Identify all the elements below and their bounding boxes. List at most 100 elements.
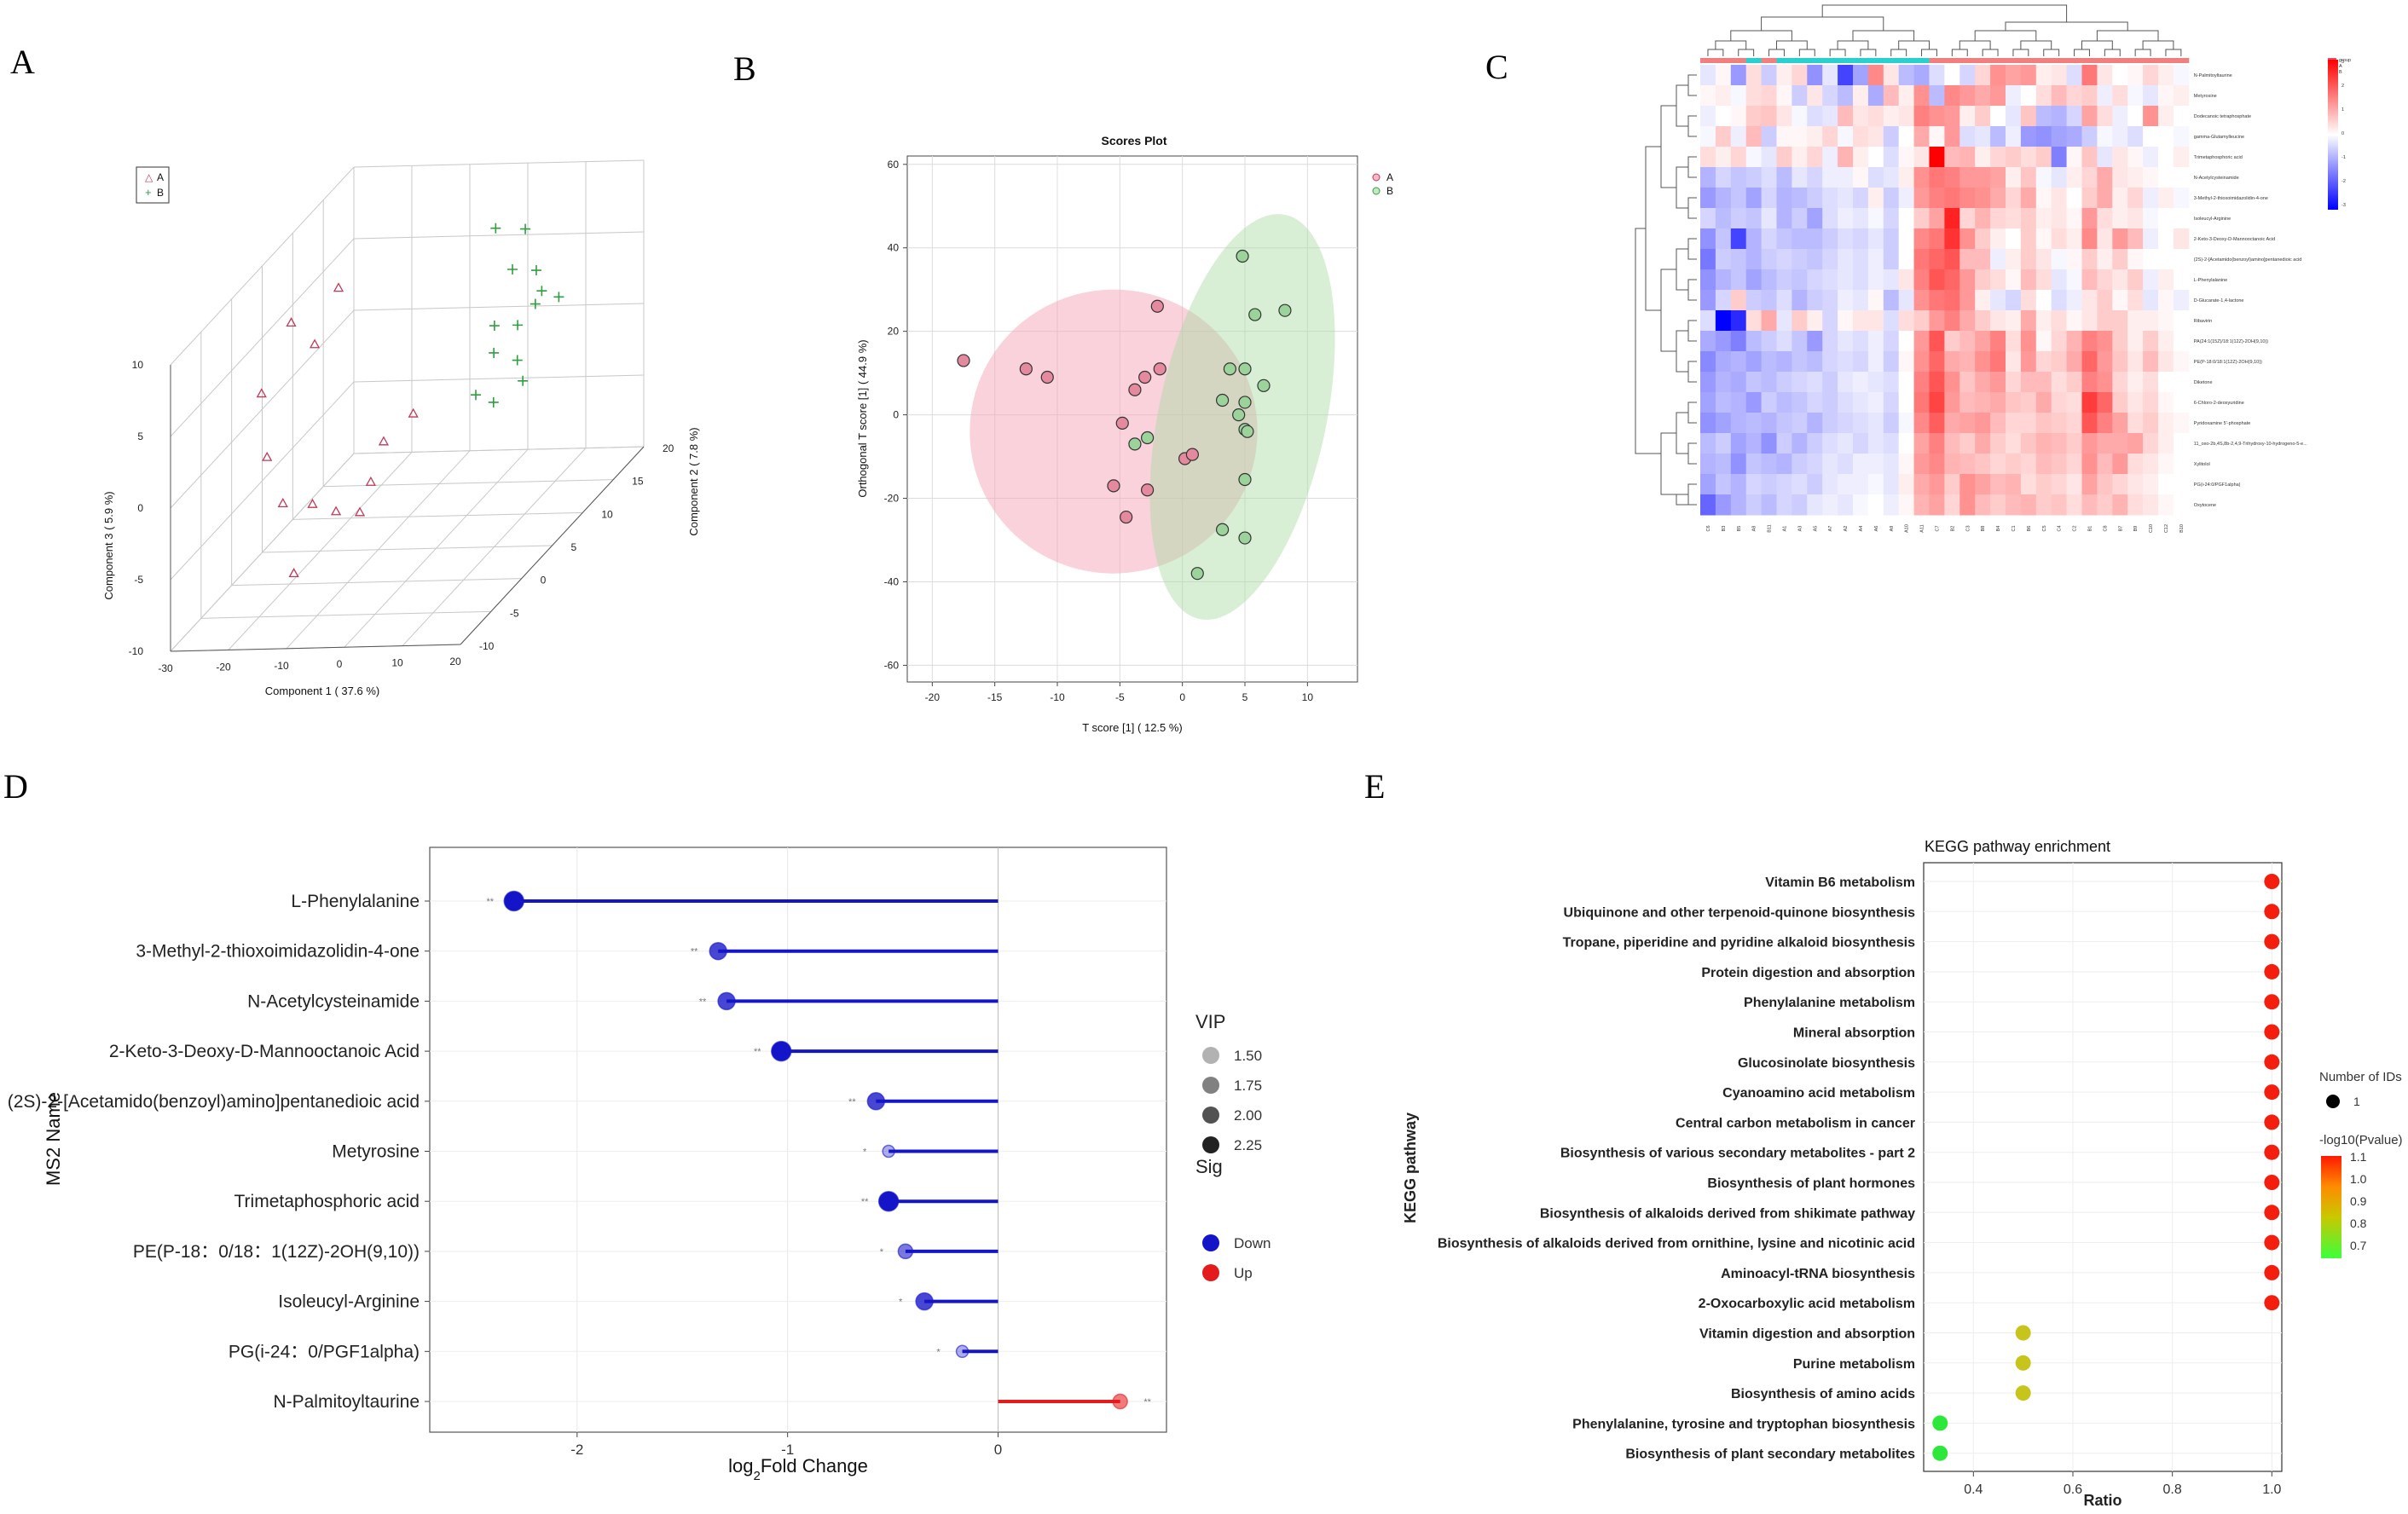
c-heatmap-cell	[1792, 351, 1808, 373]
a-x-tick-label: -20	[216, 661, 231, 673]
c-heatmap-cell	[1883, 167, 1900, 188]
a-ylabel: Component 2 ( 7.8 %)	[687, 427, 700, 535]
c-heatmap-cell	[1715, 106, 1732, 127]
c-heatmap-cell	[1822, 310, 1838, 332]
c-heatmap-cell	[2143, 351, 2159, 373]
c-heatmap-cell	[1776, 290, 1792, 311]
c-heatmap-cell	[1867, 269, 1884, 291]
c-heatmap-cell	[1975, 126, 1991, 147]
d-legend-sig-value: Down	[1234, 1235, 1271, 1251]
c-heatmap-cell	[1990, 392, 2006, 413]
c-heatmap-cell	[2158, 269, 2174, 291]
c-heatmap-cell	[1898, 290, 1915, 311]
c-row-label: Trimetaphosphoric acid	[2194, 155, 2243, 160]
d-category-label: PE(P-18：0/18：1(12Z)-2OH(9,10))	[133, 1242, 420, 1262]
d-dot	[709, 941, 727, 961]
c-heatmap-cell	[2143, 433, 2159, 454]
c-heatmap-cell	[1700, 351, 1716, 373]
a-x-tick-label: -30	[158, 662, 173, 674]
c-heatmap-cell	[1944, 249, 1960, 270]
e-pathway-label: Tropane, piperidine and pyridine alkaloi…	[1563, 936, 1916, 951]
c-heatmap-cell	[1745, 126, 1763, 147]
c-col-label: C7	[1935, 525, 1940, 531]
c-heatmap-cell	[1761, 331, 1777, 352]
c-heatmap-cell	[1776, 249, 1792, 270]
c-heatmap-cell	[1975, 474, 1991, 495]
c-heatmap-cell	[1730, 167, 1747, 188]
c-heatmap-cell	[2143, 310, 2159, 332]
c-heatmap-cell	[2020, 454, 2037, 475]
c-heatmap-cell	[1898, 85, 1915, 107]
c-heatmap-cell	[1959, 85, 1976, 107]
c-heatmap-cell	[2006, 310, 2022, 332]
c-heatmap-cell	[1898, 433, 1915, 454]
c-heatmap-cell	[1867, 433, 1884, 454]
c-heatmap-cell	[1730, 126, 1747, 147]
c-heatmap-cell	[2173, 85, 2190, 107]
c-heatmap-cell	[1700, 392, 1716, 413]
a-y-tick-label: -10	[479, 640, 495, 652]
c-heatmap-cell	[2097, 331, 2113, 352]
c-heatmap-cell	[1975, 106, 1991, 127]
e-dot	[2264, 1114, 2280, 1130]
c-heatmap-cell	[1761, 188, 1777, 209]
a-point-a	[256, 388, 267, 398]
d-category-label: L-Phenylalanine	[291, 892, 420, 911]
d-legend-sig-dot	[1202, 1264, 1219, 1281]
b-y-tick-label: 20	[888, 326, 900, 338]
c-heatmap-cell	[2112, 351, 2128, 373]
c-col-label: B5	[1737, 526, 1742, 532]
d-legend-vip-value: 2.25	[1234, 1137, 1262, 1153]
b-point-b	[1128, 437, 1142, 451]
c-heatmap-cell	[1913, 65, 1930, 86]
c-dendro-branch	[1687, 74, 1697, 96]
c-heatmap-cell	[1838, 413, 1854, 434]
e-dot	[2264, 1234, 2280, 1251]
d-sig-stars: *	[863, 1147, 867, 1158]
c-heatmap-cell	[1929, 392, 1945, 413]
a-point-b	[488, 396, 499, 407]
e-pathway-label: Central carbon metabolism in cancer	[1676, 1116, 1915, 1130]
c-heatmap-cell	[2051, 188, 2068, 209]
c-heatmap-cell	[1838, 188, 1854, 209]
c-row-label: 2-Keto-3-Deoxy-D-Mannooctanoic Acid	[2194, 237, 2275, 242]
c-heatmap-cell	[2066, 454, 2082, 475]
c-dendro-branch	[1676, 412, 1688, 454]
c-heatmap-cell	[1807, 167, 1823, 188]
c-heatmap-cell	[2097, 85, 2113, 107]
c-group-cell	[1867, 58, 1884, 63]
c-heatmap-cell	[2112, 290, 2128, 311]
a-point-a	[378, 436, 390, 446]
c-heatmap-cell	[1929, 331, 1945, 352]
c-heatmap-cell	[2035, 331, 2052, 352]
e-pathway-label: Biosynthesis of alkaloids derived from o…	[1438, 1237, 1915, 1251]
a-point-a	[354, 506, 366, 517]
c-heatmap-cell	[2097, 147, 2113, 168]
e-dot	[2264, 1205, 2280, 1221]
c-heatmap-cell	[1807, 106, 1823, 127]
c-heatmap-cell	[1761, 85, 1777, 107]
c-heatmap-cell	[1700, 372, 1716, 393]
c-col-label: B3	[1722, 526, 1727, 532]
c-heatmap-cell	[2173, 208, 2190, 229]
c-heatmap-cell	[1776, 494, 1792, 516]
c-heatmap-cell	[2035, 474, 2052, 495]
c-heatmap-cell	[1838, 494, 1854, 516]
c-row-label: Xylitolol	[2194, 462, 2210, 467]
c-heatmap-cell	[1745, 474, 1763, 495]
b-point-b	[1248, 308, 1262, 321]
c-heatmap-cell	[1913, 310, 1930, 332]
c-heatmap-cell	[1990, 433, 2006, 454]
c-heatmap-cell	[1929, 106, 1945, 127]
c-heatmap-cell	[1761, 310, 1777, 332]
c-heatmap-cell	[2081, 85, 2098, 107]
c-heatmap-cell	[1853, 249, 1869, 270]
c-heatmap-cell	[2173, 392, 2190, 413]
c-heatmap-cell	[1715, 208, 1732, 229]
c-heatmap-cell	[2173, 269, 2190, 291]
c-heatmap-cell	[1838, 392, 1854, 413]
c-heatmap-cell	[1883, 392, 1900, 413]
c-heatmap-cell	[2020, 65, 2037, 86]
c-dendro-branch	[1890, 49, 1907, 56]
c-heatmap-cell	[1838, 228, 1854, 250]
